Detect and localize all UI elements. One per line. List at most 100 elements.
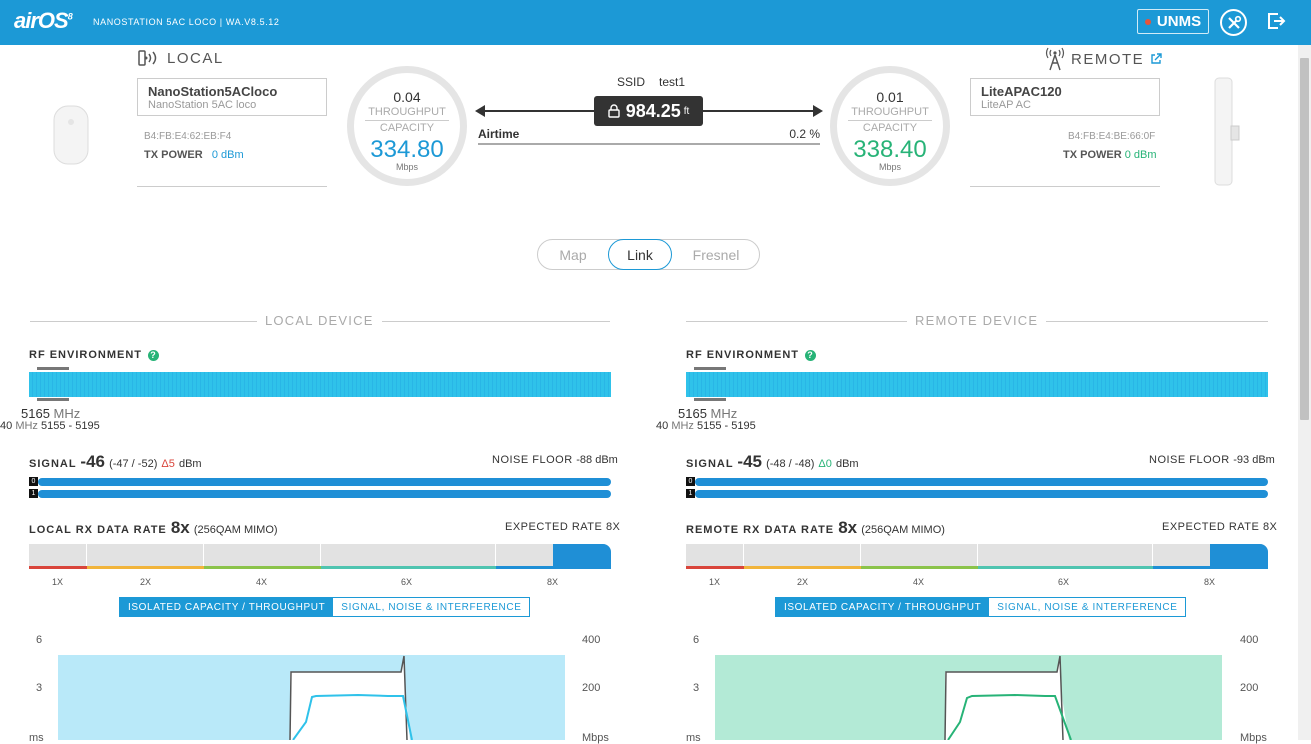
local-capacity-unit: Mbps	[395, 162, 418, 172]
local-rate-tick-1x: 1X	[52, 577, 64, 587]
remote-title: REMOTE	[1045, 47, 1162, 71]
remote-noise-floor: NOISE FLOOR -93 dBm	[1149, 454, 1275, 466]
local-throughput: 0.04	[393, 89, 421, 105]
local-noise-floor: NOISE FLOOR -88 dBm	[492, 454, 618, 466]
local-rate-tick-8x: 8X	[547, 577, 559, 587]
local-rf-title: RF ENVIRONMENT?	[29, 349, 159, 361]
tab-link[interactable]: Link	[608, 239, 672, 270]
remote-rate-tick-4x: 4X	[913, 577, 925, 587]
remote-device-name: LiteAPAC120	[981, 84, 1062, 99]
local-capacity-label: CAPACITY	[379, 122, 435, 134]
unms-status-dot	[1144, 18, 1151, 25]
antenna-tower-icon	[1045, 47, 1065, 71]
remote-chart-capacity-line	[944, 655, 1064, 740]
remote-chart-throughput-line	[947, 693, 1072, 740]
local-expected-rate: EXPECTED RATE 8X	[505, 521, 621, 533]
local-chart-capacity-line	[289, 655, 408, 740]
device-firmware-line: NANOSTATION 5AC LOCO | WA.V8.5.12	[93, 17, 280, 27]
remote-signal: SIGNAL -45 (-48 / -48) Δ0 dBm	[686, 452, 859, 471]
link-arrow-right	[813, 105, 823, 117]
local-mac: B4:FB:E4:62:EB:F4	[144, 131, 232, 142]
remote-divider	[970, 186, 1160, 187]
remote-chain1-label: 1	[686, 489, 695, 498]
remote-device-model: LiteAP AC	[981, 99, 1031, 111]
help-icon[interactable]: ?	[148, 349, 159, 361]
local-channel-width: 40 MHz 5155 - 5195	[0, 420, 100, 432]
local-chart-throughput-gap	[290, 656, 410, 740]
local-rate-tick-6x: 6X	[401, 577, 413, 587]
ssid: SSID test1	[617, 75, 686, 89]
remote-chart-throughput-gap	[945, 656, 1069, 740]
local-chain0-label: 0	[29, 477, 38, 486]
local-toggle-signal[interactable]: SIGNAL, NOISE & INTERFERENCE	[341, 601, 522, 613]
broadcast-icon	[138, 50, 157, 66]
remote-chain0-label: 0	[686, 477, 695, 486]
local-chain0-bar	[38, 478, 611, 486]
remote-axis-left-top: 6	[693, 634, 700, 646]
local-rate-track	[29, 544, 611, 566]
local-divider	[137, 186, 327, 187]
remote-section-title: REMOTE DEVICE	[907, 313, 1047, 328]
local-rate-tick-4x: 4X	[256, 577, 268, 587]
local-rf-spectrum[interactable]	[29, 372, 611, 397]
remote-frequency: 5165 MHz	[678, 406, 738, 421]
remote-rate-tick-1x: 1X	[709, 577, 721, 587]
view-tabs: Map Link Fresnel	[537, 239, 760, 270]
remote-capacity-value: 338.40	[853, 136, 927, 163]
remote-expected-rate: EXPECTED RATE 8X	[1162, 521, 1278, 533]
external-link-icon[interactable]	[1150, 53, 1162, 65]
local-throughput-chart[interactable]	[58, 652, 566, 740]
logout-icon[interactable]	[1266, 11, 1286, 31]
local-chart-throughput-line	[292, 693, 413, 740]
unms-button[interactable]: UNMS	[1137, 9, 1209, 34]
local-capacity-ring: 0.04 THROUGHPUT CAPACITY 334.80 Mbps	[347, 66, 467, 186]
remote-throughput-label: THROUGHPUT	[848, 105, 932, 121]
local-axis-left-top: 6	[36, 634, 43, 646]
remote-tx-power: TX POWER 0 dBm	[1063, 149, 1157, 161]
lock-icon	[607, 104, 620, 118]
distance-value: 984.25	[625, 100, 681, 121]
remote-device-box: LiteAPAC120 LiteAP AC	[970, 78, 1160, 116]
tab-map[interactable]: Map	[559, 246, 587, 263]
airtime-label: Airtime	[478, 127, 520, 141]
tools-icon	[1227, 15, 1241, 29]
remote-rate-tick-6x: 6X	[1058, 577, 1070, 587]
help-icon[interactable]: ?	[805, 349, 816, 361]
remote-axis-right-mid: 200	[1240, 682, 1259, 694]
local-toggle-capacity[interactable]: ISOLATED CAPACITY / THROUGHPUT	[120, 598, 334, 616]
link-arrow-left	[475, 105, 485, 117]
local-tx-power: TX POWER 0 dBm	[144, 149, 244, 161]
unms-label: UNMS	[1156, 13, 1202, 30]
remote-channel-width: 40 MHz 5155 - 5195	[656, 420, 756, 432]
remote-rf-marker-bottom	[694, 398, 726, 401]
remote-rate-fill	[1210, 544, 1268, 566]
remote-throughput-chart[interactable]	[715, 652, 1223, 740]
local-rf-marker-top	[37, 367, 69, 370]
remote-rate-track	[686, 544, 1268, 566]
airtime-bar	[478, 143, 820, 145]
local-throughput-label: THROUGHPUT	[365, 105, 449, 121]
airtime-row: Airtime 0.2 %	[478, 127, 820, 141]
local-axis-left-mid: 3	[36, 682, 43, 694]
remote-capacity-ring: 0.01 THROUGHPUT CAPACITY 338.40 Mbps	[830, 66, 950, 186]
page-scrollbar-thumb[interactable]	[1300, 58, 1309, 420]
tools-button[interactable]	[1220, 9, 1247, 36]
local-device-image	[53, 105, 89, 165]
airos-logo[interactable]: airOS8	[14, 8, 73, 33]
tab-fresnel[interactable]: Fresnel	[692, 246, 740, 263]
local-frequency: 5165 MHz	[21, 406, 81, 421]
local-device-name: NanoStation5ACloco	[148, 84, 278, 99]
local-section-title: LOCAL DEVICE	[257, 313, 382, 328]
remote-rate-tick-2x: 2X	[797, 577, 809, 587]
top-bar: airOS8 NANOSTATION 5AC LOCO | WA.V8.5.12…	[0, 0, 1311, 45]
local-rf-marker-bottom	[37, 398, 69, 401]
remote-axis-left-mid: 3	[693, 682, 700, 694]
remote-capacity-label: CAPACITY	[862, 122, 918, 134]
local-chain1-label: 1	[29, 489, 38, 498]
remote-rf-spectrum[interactable]	[686, 372, 1268, 397]
remote-toggle-signal[interactable]: SIGNAL, NOISE & INTERFERENCE	[997, 601, 1178, 613]
remote-rx-rate: REMOTE RX DATA RATE 8x (256QAM MIMO)	[686, 518, 945, 537]
distance-badge[interactable]: 984.25 ft	[594, 96, 703, 126]
local-axis-right-top: 400	[582, 634, 601, 646]
remote-toggle-capacity[interactable]: ISOLATED CAPACITY / THROUGHPUT	[776, 598, 990, 616]
